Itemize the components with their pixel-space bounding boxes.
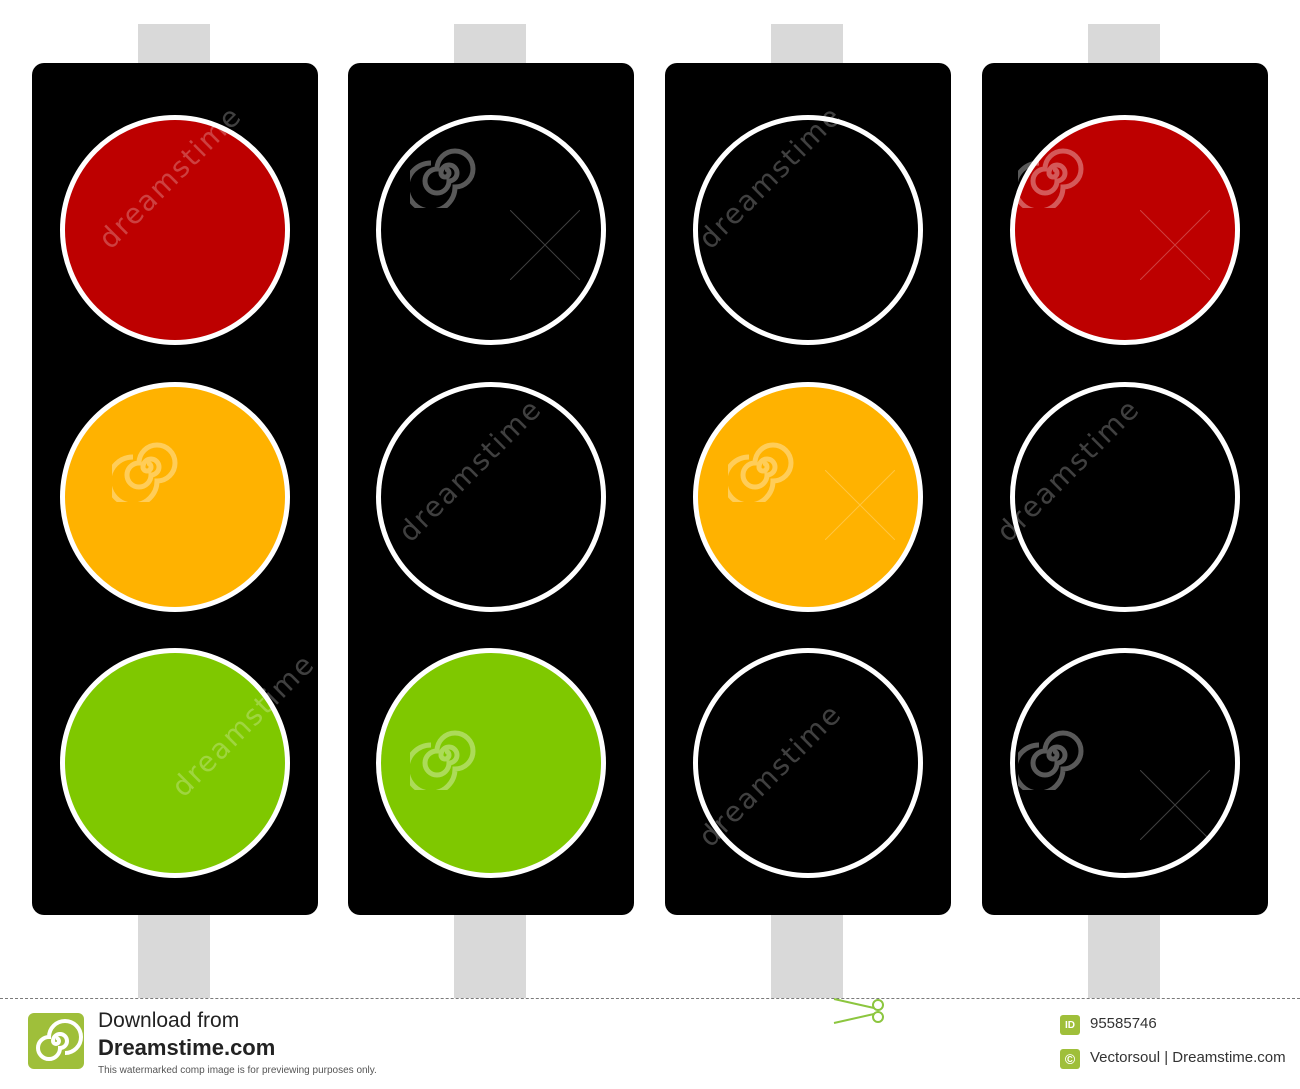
light-housing — [982, 63, 1268, 915]
lamp-middle-amber — [60, 382, 290, 612]
lamp-top-off — [693, 115, 923, 345]
traffic-light-3 — [665, 0, 951, 998]
scissors-icon — [833, 998, 884, 1024]
lamp-bottom-off — [693, 648, 923, 878]
lamp-bottom-off — [1010, 648, 1240, 878]
watermark-footer: Download from Dreamstime.com This waterm… — [0, 998, 1300, 1089]
traffic-lights-row: dreamstime dreamstime dreamstime dreamst… — [32, 0, 1268, 998]
light-housing — [348, 63, 634, 915]
lamp-bottom-green — [60, 648, 290, 878]
author-credit: Vectorsoul | Dreamstime.com — [1090, 1049, 1286, 1066]
brand-name: Dreamstime.com — [98, 1035, 276, 1060]
dreamstime-logo-icon — [28, 1013, 84, 1069]
traffic-light-4 — [982, 0, 1268, 998]
pole-bottom — [138, 905, 210, 998]
lamp-top-red — [60, 115, 290, 345]
traffic-light-2 — [348, 0, 634, 998]
download-label: Download from — [98, 1009, 240, 1032]
image-id: 95585746 — [1090, 1015, 1157, 1032]
light-housing — [665, 63, 951, 915]
lamp-bottom-green — [376, 648, 606, 878]
id-badge: ID — [1060, 1015, 1080, 1035]
preview-note: This watermarked comp image is for previ… — [98, 1065, 377, 1076]
lamp-middle-off — [1010, 382, 1240, 612]
copyright-badge: © — [1060, 1049, 1080, 1069]
light-housing — [32, 63, 318, 915]
lamp-middle-amber — [693, 382, 923, 612]
pole-bottom — [454, 905, 526, 998]
lamp-middle-off — [376, 382, 606, 612]
pole-bottom — [771, 905, 843, 998]
pole-bottom — [1088, 905, 1160, 998]
traffic-light-1 — [32, 0, 318, 998]
lamp-top-off — [376, 115, 606, 345]
lamp-top-red — [1010, 115, 1240, 345]
